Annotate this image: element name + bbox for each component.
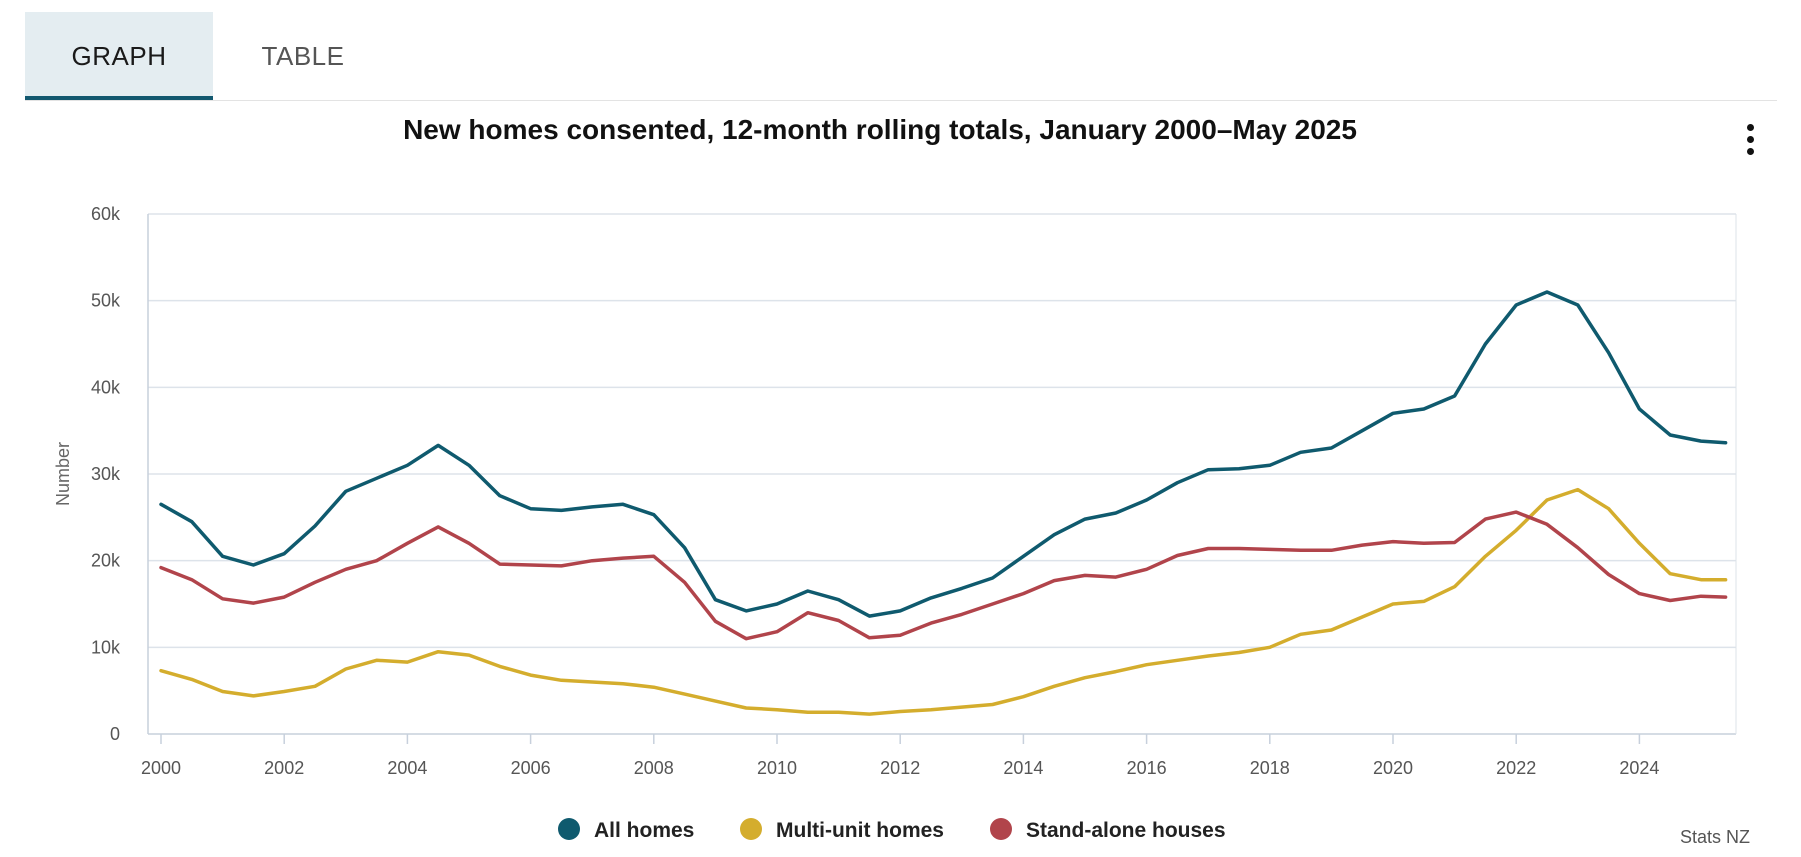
menu-dot xyxy=(1746,136,1754,143)
x-tick-label: 2004 xyxy=(387,758,427,778)
x-tick-label: 2018 xyxy=(1250,758,1290,778)
x-tick-label: 2006 xyxy=(511,758,551,778)
axes xyxy=(147,214,1737,735)
x-axis-ticks: 2000 2002 2004 2006 2008 2010 2012 2014 2016 2018… xyxy=(141,734,1659,778)
x-tick-label: 2012 xyxy=(880,758,920,778)
x-tick-label: 2008 xyxy=(634,758,674,778)
tab-bar: GRAPH TABLE xyxy=(25,12,1777,101)
series-line-multi-unit-homes[interactable] xyxy=(159,487,1728,716)
x-tick-label: 2014 xyxy=(1003,758,1043,778)
x-tick-label: 2002 xyxy=(264,758,304,778)
y-tick-label: 10k xyxy=(91,637,121,657)
y-axis-label: Number xyxy=(53,442,73,506)
series-line-all-homes[interactable] xyxy=(159,290,1728,618)
y-tick-label: 60k xyxy=(91,204,121,224)
tab-graph[interactable]: GRAPH xyxy=(25,12,213,100)
legend-dot-stand-alone-houses xyxy=(990,818,1012,841)
y-tick-label: 0 xyxy=(110,724,120,744)
kebab-menu-icon[interactable] xyxy=(1740,124,1760,164)
grid-lines xyxy=(148,213,1736,649)
legend-item-stand-alone-houses[interactable]: Stand-alone houses xyxy=(990,816,1226,846)
legend-label-stand-alone-houses: Stand-alone houses xyxy=(1026,819,1226,842)
y-tick-label: 30k xyxy=(91,464,121,484)
y-tick-label: 20k xyxy=(91,551,121,571)
y-tick-label: 40k xyxy=(91,377,121,397)
x-tick-label: 2000 xyxy=(141,758,181,778)
y-tick-label: 50k xyxy=(91,291,121,311)
series-line-stand-alone-houses[interactable] xyxy=(159,510,1728,641)
menu-dot xyxy=(1746,124,1754,131)
legend-label-all-homes: All homes xyxy=(594,819,695,842)
legend-item-all-homes[interactable]: All homes xyxy=(558,816,694,846)
x-tick-label: 2022 xyxy=(1496,758,1536,778)
legend-item-multi-unit-homes[interactable]: Multi-unit homes xyxy=(740,816,944,846)
tab-table[interactable]: TABLE xyxy=(261,41,345,71)
x-tick-label: 2020 xyxy=(1373,758,1413,778)
menu-dot xyxy=(1746,148,1754,155)
source-credit: Stats NZ xyxy=(1680,827,1751,847)
x-tick-label: 2016 xyxy=(1127,758,1167,778)
legend-label-multi-unit-homes: Multi-unit homes xyxy=(776,819,944,842)
chart-title: New homes consented, 12-month rolling to… xyxy=(403,114,1357,145)
legend-dot-all-homes xyxy=(558,818,580,841)
y-axis-ticks: 0 10k 20k 30k 40k 50k 60k xyxy=(91,204,121,744)
legend: All homes Multi-unit homes Stand-alone h… xyxy=(0,816,1801,846)
series-lines xyxy=(159,290,1728,716)
x-tick-label: 2024 xyxy=(1619,758,1659,778)
line-chart: 0 10k 20k 30k 40k 50k 60k 2000 2002 2004 2006 2008… xyxy=(53,204,1737,778)
x-tick-label: 2010 xyxy=(757,758,797,778)
legend-dot-multi-unit-homes xyxy=(740,818,762,841)
